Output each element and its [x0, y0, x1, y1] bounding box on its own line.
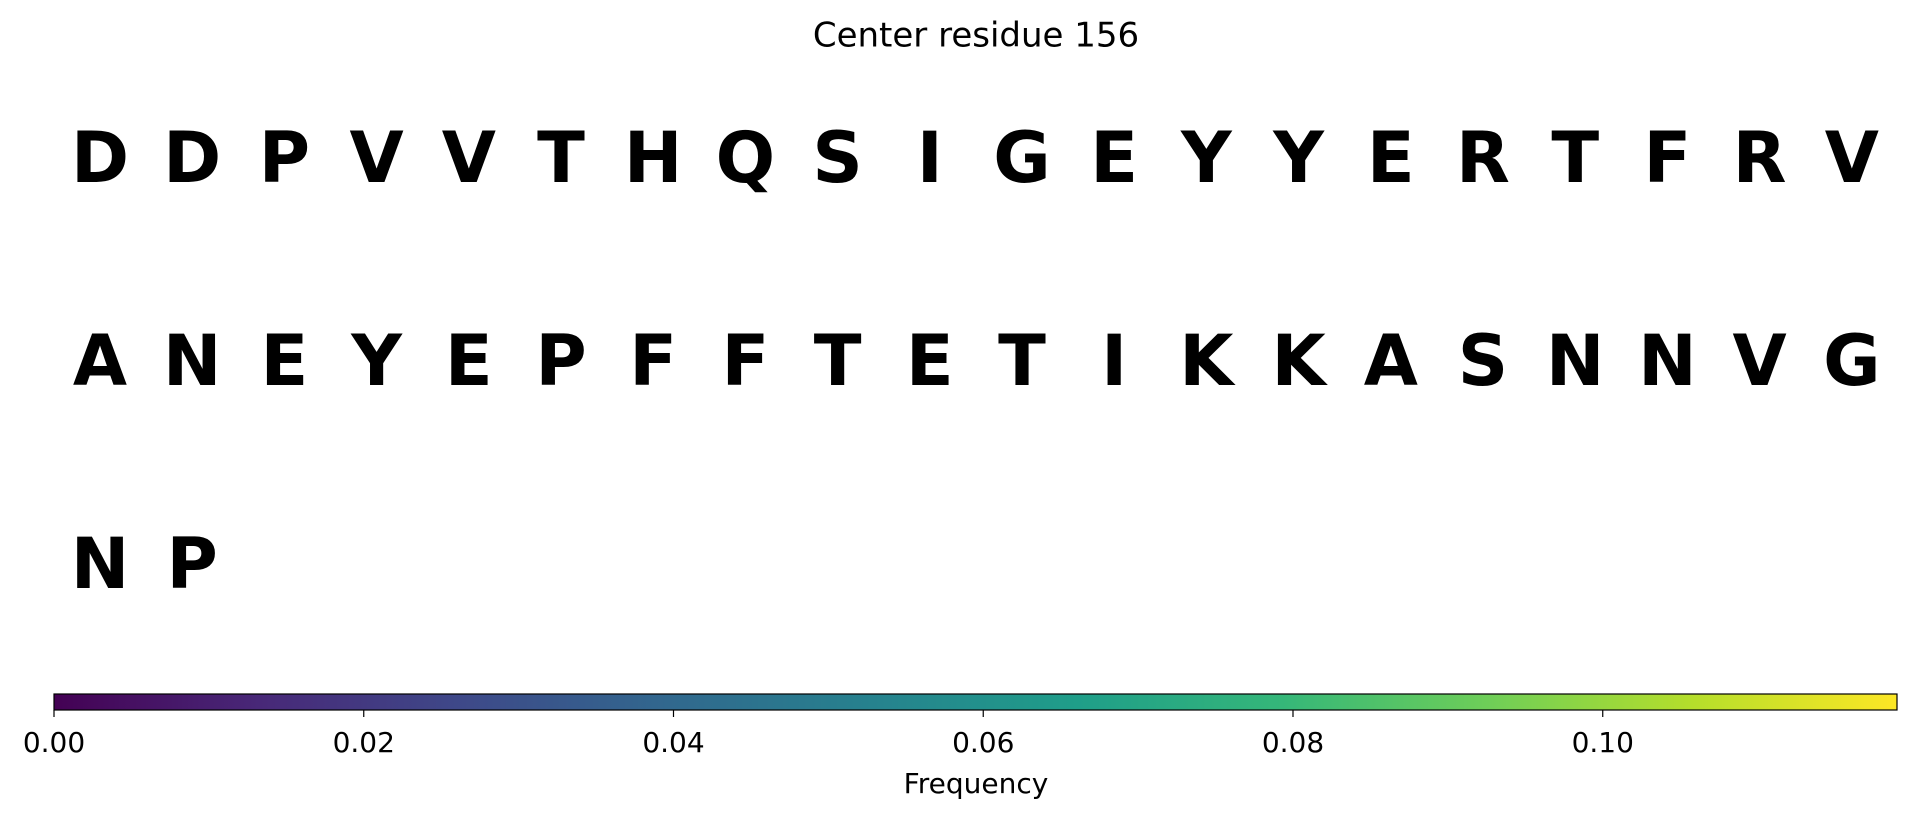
- residue-letter: K: [1271, 320, 1328, 402]
- residue-letter: Q: [716, 117, 776, 199]
- residue-letter: Y: [1272, 117, 1325, 199]
- residue-letter: H: [624, 117, 683, 199]
- residue-letter: R: [1456, 117, 1510, 199]
- residue-letter: V: [350, 117, 404, 199]
- residue-letter: T: [537, 117, 585, 199]
- residue-letter: T: [814, 320, 862, 402]
- residue-letter: A: [73, 320, 127, 402]
- residue-letter: Y: [1180, 117, 1233, 199]
- residue-letter: G: [993, 117, 1050, 199]
- residue-letter: E: [445, 320, 493, 402]
- x-tick-label: 0.10: [1572, 726, 1634, 759]
- x-tick-label: 0.06: [952, 726, 1014, 759]
- residue-letter: I: [1101, 320, 1127, 402]
- residue-letter: R: [1733, 117, 1787, 199]
- residue-letter: P: [535, 320, 586, 402]
- residue-letter: F: [721, 320, 769, 402]
- residue-letter: S: [812, 117, 862, 199]
- residue-letter: F: [1643, 117, 1691, 199]
- x-tick-label: 0.00: [23, 726, 85, 759]
- residue-letter: F: [629, 320, 677, 402]
- residue-letter: E: [260, 320, 308, 402]
- residue-letter: D: [71, 117, 129, 199]
- x-tick-label: 0.04: [642, 726, 704, 759]
- residue-letter: N: [1638, 320, 1697, 402]
- residue-letter: E: [906, 320, 954, 402]
- residue-letter: N: [71, 523, 130, 605]
- residue-letter: G: [1823, 320, 1880, 402]
- residue-letter: E: [1090, 117, 1138, 199]
- chart-title: Center residue 156: [813, 16, 1139, 56]
- residue-letter: S: [1458, 320, 1508, 402]
- x-tick-label: 0.02: [333, 726, 395, 759]
- residue-letter: P: [259, 117, 310, 199]
- x-tick-label: 0.08: [1262, 726, 1324, 759]
- residue-letter: N: [163, 320, 222, 402]
- residue-letter: K: [1179, 320, 1236, 402]
- residue-letter: P: [167, 523, 218, 605]
- residue-letter: N: [1546, 320, 1605, 402]
- colorbar-label: Frequency: [904, 767, 1049, 800]
- residue-letter: A: [1364, 320, 1418, 402]
- residue-letter: D: [163, 117, 221, 199]
- residue-letter: E: [1367, 117, 1415, 199]
- residue-letter: V: [442, 117, 496, 199]
- residue-letter: Y: [350, 320, 403, 402]
- residue-letter: T: [1551, 117, 1599, 199]
- residue-letter: V: [1825, 117, 1879, 199]
- residue-letter: T: [998, 320, 1046, 402]
- colorbar: [53, 693, 1898, 711]
- residue-letter: V: [1733, 320, 1787, 402]
- residue-letter: I: [917, 117, 943, 199]
